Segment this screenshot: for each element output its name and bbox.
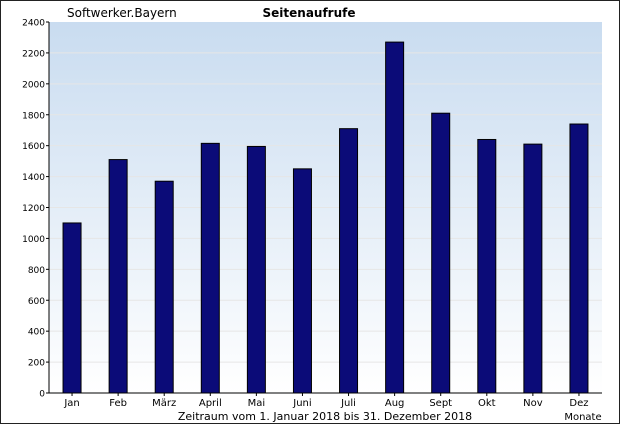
y-tick-label: 1400 <box>22 173 45 183</box>
y-tick-label: 1200 <box>22 204 45 214</box>
chart-subtitle: Softwerker.Bayern <box>67 6 177 20</box>
x-tick-label: Dez <box>569 398 588 409</box>
gridlines <box>49 52 602 363</box>
bar-aug <box>385 41 405 394</box>
bar-april <box>200 142 220 394</box>
y-tick-label: 400 <box>28 328 45 338</box>
bar-okt <box>477 138 497 394</box>
x-tick-label: Nov <box>523 398 543 409</box>
y-tick-label: 800 <box>28 266 45 276</box>
y-tick-label: 1000 <box>22 235 45 245</box>
y-tick-labels: 0 200 400 600 800 1000 1200 1400 1600 1800 2000 220… <box>22 19 49 400</box>
x-tick-label: Sept <box>429 398 452 409</box>
bar-mai <box>246 145 266 394</box>
x-tick-label: Okt <box>478 398 496 409</box>
x-tick-label: Jan <box>63 398 79 409</box>
x-tick-label: Juni <box>292 398 311 409</box>
bar-nov <box>523 143 543 394</box>
x-tick-labels: Jan Feb März April Mai Juni Juli Aug Sept Okt Nov D… <box>63 393 589 409</box>
bar-dez <box>569 123 589 394</box>
bar-märz <box>154 180 174 394</box>
x-unit-label: Monate <box>564 412 601 423</box>
x-tick-label: Mai <box>248 398 266 409</box>
y-tick-label: 2000 <box>22 80 45 90</box>
x-tick-label: April <box>199 398 222 409</box>
y-tick-label: 1800 <box>22 111 45 121</box>
x-tick-label: Feb <box>109 398 127 409</box>
x-tick-label: Aug <box>385 398 405 409</box>
bar-juli <box>339 128 359 394</box>
y-tick-label: 1600 <box>22 142 45 152</box>
chart-title: Seitenaufrufe <box>263 6 356 20</box>
bar-juni <box>292 168 312 394</box>
y-tick-label: 2400 <box>22 19 45 29</box>
bar-jan <box>62 222 82 394</box>
y-tick-label: 600 <box>28 297 45 307</box>
x-tick-label: Juli <box>340 398 356 409</box>
y-tick-label: 200 <box>28 359 45 369</box>
bar-sept <box>431 112 451 394</box>
x-axis-title: Zeitraum vom 1. Januar 2018 bis 31. Deze… <box>178 410 472 423</box>
y-tick-label: 0 <box>39 390 45 400</box>
y-tick-label: 2200 <box>22 49 45 59</box>
x-tick-label: März <box>152 398 176 409</box>
bar-feb <box>108 159 128 394</box>
